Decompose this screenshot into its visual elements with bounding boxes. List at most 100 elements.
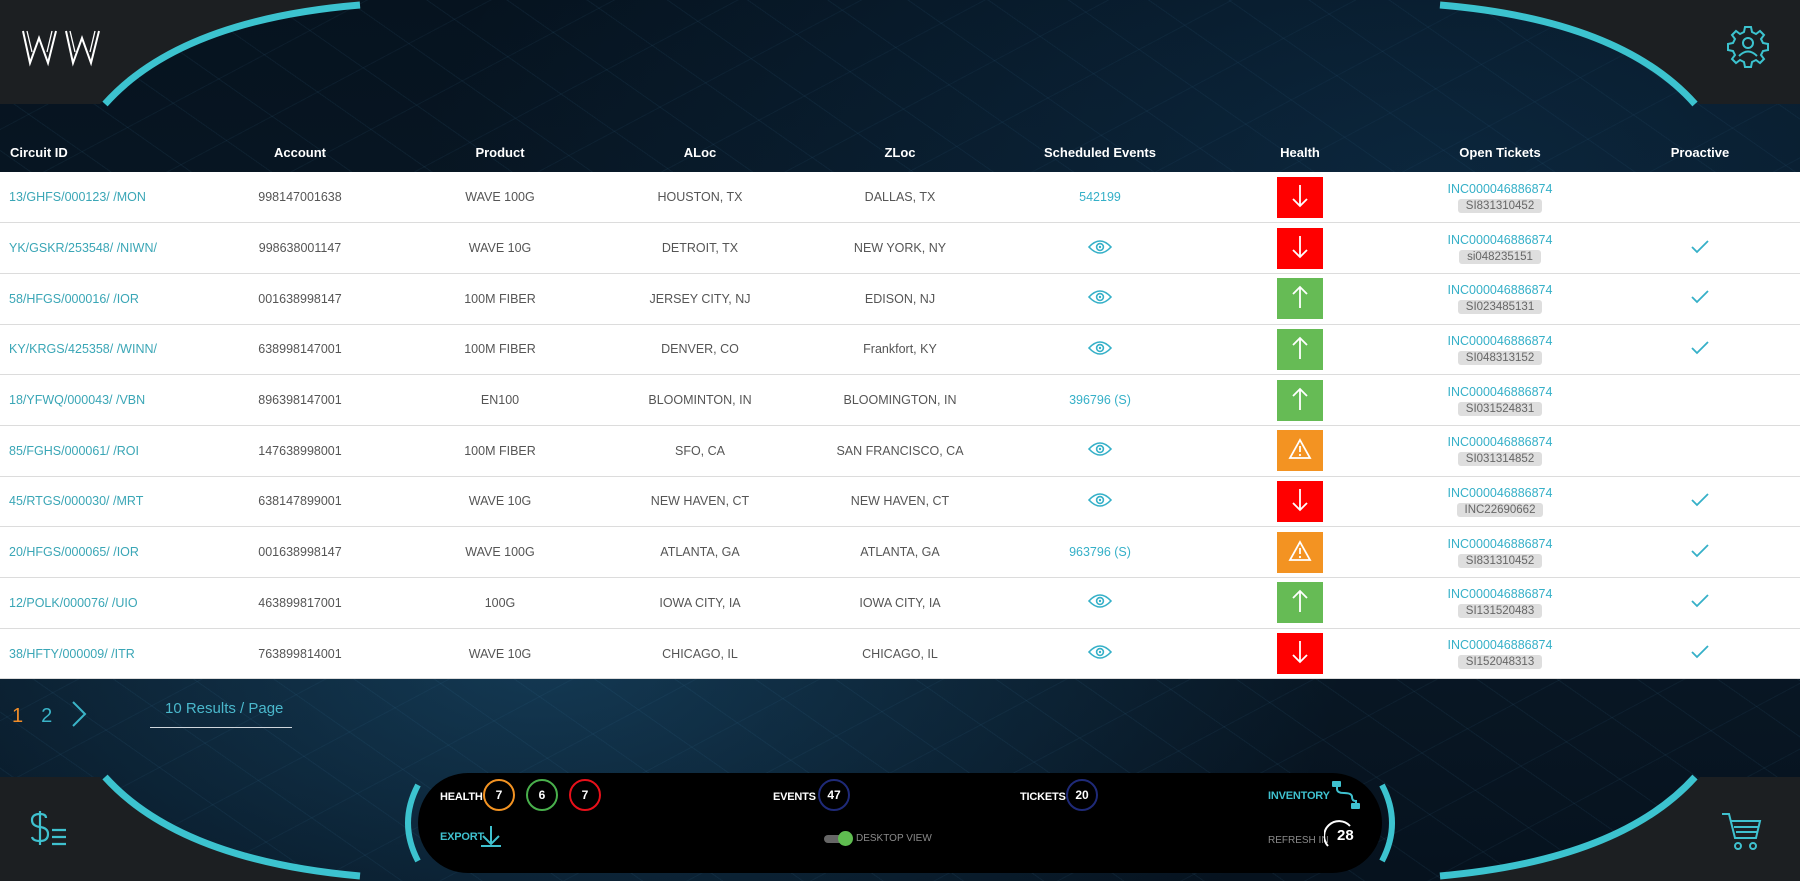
scheduled-event-link[interactable]: 542199 <box>1079 190 1121 205</box>
incident-ticket-link[interactable]: INC000046886874 <box>1447 435 1553 450</box>
inventory-link[interactable]: INVENTORY <box>1268 790 1330 802</box>
scheduled-event-link[interactable]: 396796 (S) <box>1069 393 1131 408</box>
circuit-id-link[interactable]: 85/FGHS/000061/ /ROI <box>0 425 200 477</box>
incident-ticket-link[interactable]: INC000046886874 <box>1447 181 1553 196</box>
chevron-right-icon[interactable] <box>70 700 88 733</box>
circuit-id-link[interactable]: 58/HFGS/000016/ /IOR <box>0 273 200 325</box>
export-button[interactable]: EXPORT <box>440 831 485 843</box>
scheduled-events-cell <box>1000 222 1200 274</box>
service-ticket-badge[interactable]: SI831310452 <box>1457 553 1543 568</box>
service-ticket-badge[interactable]: SI131520483 <box>1457 604 1543 619</box>
account-cell: 147638998001 <box>200 425 400 477</box>
service-ticket-badge[interactable]: SI152048313 <box>1457 655 1543 670</box>
aloc-cell: DETROIT, TX <box>600 222 800 274</box>
circuit-id-link[interactable]: 13/GHFS/000123/ /MON <box>0 172 200 224</box>
table-row[interactable]: 38/HFTY/000009/ /ITR 763899814001 WAVE 10G… <box>0 628 1800 680</box>
circuit-id-link[interactable]: 18/YFWQ/000043/ /VBN <box>0 374 200 426</box>
service-ticket-badge[interactable]: SI023485131 <box>1457 300 1543 315</box>
download-icon[interactable] <box>480 825 502 852</box>
gear-icon[interactable] <box>1726 24 1770 73</box>
table-row[interactable]: 18/YFWQ/000043/ /VBN 896398147001 EN100 BLO… <box>0 374 1800 426</box>
open-tickets-cell: INC000046886874 SI831310452 <box>1400 526 1600 578</box>
service-ticket-badge[interactable]: SI031314852 <box>1457 452 1543 467</box>
circuit-id-link[interactable]: 20/HFGS/000065/ /IOR <box>0 526 200 578</box>
scheduled-event-link[interactable]: 963796 (S) <box>1069 545 1131 560</box>
page-2[interactable]: 2 <box>41 705 53 727</box>
service-ticket-badge[interactable]: INC22690662 <box>1456 502 1544 517</box>
table-row[interactable]: 13/GHFS/000123/ /MON 998147001638 WAVE 100… <box>0 172 1800 224</box>
incident-ticket-link[interactable]: INC000046886874 <box>1447 283 1553 298</box>
eye-icon[interactable] <box>1087 441 1113 460</box>
account-cell: 763899814001 <box>200 628 400 680</box>
events-count[interactable]: 47 <box>818 779 850 811</box>
column-header[interactable]: Proactive <box>1670 144 1730 160</box>
route-icon[interactable] <box>1330 779 1362 816</box>
incident-ticket-link[interactable]: INC000046886874 <box>1447 587 1553 602</box>
column-header[interactable]: Account <box>274 144 326 160</box>
circuit-id-link[interactable]: 45/RTGS/000030/ /MRT <box>0 476 200 528</box>
column-header[interactable]: Product <box>475 144 525 160</box>
health-status-warn[interactable] <box>1277 531 1323 573</box>
desktop-view-toggle[interactable] <box>824 831 853 846</box>
health-status-up[interactable] <box>1277 379 1323 421</box>
proactive-cell <box>1600 374 1800 426</box>
page-1[interactable]: 1 <box>12 705 24 727</box>
health-status-up[interactable] <box>1277 582 1323 624</box>
product-cell: EN100 <box>400 374 600 426</box>
table-row[interactable]: 85/FGHS/000061/ /ROI 147638998001 100M FIB… <box>0 425 1800 477</box>
column-header[interactable]: Circuit ID <box>10 144 68 160</box>
dollar-list-icon[interactable] <box>26 810 68 857</box>
health-status-down[interactable] <box>1277 633 1323 675</box>
circuit-id-link[interactable]: 12/POLK/000076/ /UIO <box>0 577 200 629</box>
open-tickets-cell: INC000046886874 SI831310452 <box>1400 172 1600 224</box>
circuit-id-link[interactable]: 38/HFTY/000009/ /ITR <box>0 628 200 680</box>
circuit-id-link[interactable]: YK/GSKR/253548/ /NIWN/ <box>0 222 200 274</box>
tickets-count[interactable]: 20 <box>1066 779 1098 811</box>
eye-icon[interactable] <box>1087 593 1113 612</box>
health-status-up[interactable] <box>1277 278 1323 320</box>
arrow-up-icon <box>1291 387 1309 414</box>
check-icon <box>1691 493 1709 510</box>
health-status-warn[interactable] <box>1277 430 1323 472</box>
circuit-id-link[interactable]: KY/KRGS/425358/ /WINN/ <box>0 324 200 376</box>
eye-icon[interactable] <box>1087 340 1113 359</box>
eye-icon[interactable] <box>1087 492 1113 511</box>
incident-ticket-link[interactable]: INC000046886874 <box>1447 384 1553 399</box>
eye-icon[interactable] <box>1087 644 1113 663</box>
health-cell <box>1200 172 1400 224</box>
cart-icon[interactable] <box>1720 810 1762 857</box>
health-status-down[interactable] <box>1277 227 1323 269</box>
proactive-cell <box>1600 273 1800 325</box>
incident-ticket-link[interactable]: INC000046886874 <box>1447 536 1553 551</box>
incident-ticket-link[interactable]: INC000046886874 <box>1447 485 1553 500</box>
service-ticket-badge[interactable]: si048235151 <box>1459 249 1541 264</box>
table-row[interactable]: 12/POLK/000076/ /UIO 463899817001 100G IOWA… <box>0 577 1800 629</box>
service-ticket-badge[interactable]: SI031524831 <box>1457 401 1543 416</box>
ww-logo[interactable] <box>20 28 104 73</box>
column-header[interactable]: Health <box>1280 144 1320 160</box>
table-row[interactable]: 58/HFGS/000016/ /IOR 001638998147 100M FIB… <box>0 273 1800 325</box>
health-status-down[interactable] <box>1277 480 1323 522</box>
health-status-down[interactable] <box>1277 176 1323 218</box>
table-row[interactable]: 20/HFGS/000065/ /IOR 001638998147 WAVE 100… <box>0 526 1800 578</box>
column-header[interactable]: ZLoc <box>884 144 916 160</box>
health-warning-count[interactable]: 7 <box>483 779 515 811</box>
column-header[interactable]: Open Tickets <box>1459 144 1541 160</box>
zloc-cell: IOWA CITY, IA <box>800 577 1000 629</box>
results-per-page-select[interactable]: 10 Results / Page <box>150 700 292 728</box>
eye-icon[interactable] <box>1087 239 1113 258</box>
eye-icon[interactable] <box>1087 289 1113 308</box>
service-ticket-badge[interactable]: SI048313152 <box>1457 350 1543 365</box>
table-row[interactable]: KY/KRGS/425358/ /WINN/638998147001 100M F… <box>0 324 1800 376</box>
incident-ticket-link[interactable]: INC000046886874 <box>1447 638 1553 653</box>
incident-ticket-link[interactable]: INC000046886874 <box>1447 333 1553 348</box>
table-row[interactable]: YK/GSKR/253548/ /NIWN/998638001147 WAVE 1… <box>0 222 1800 274</box>
column-header[interactable]: ALoc <box>683 144 717 160</box>
health-critical-count[interactable]: 7 <box>569 779 601 811</box>
health-status-up[interactable] <box>1277 328 1323 370</box>
column-header[interactable]: Scheduled Events <box>1044 144 1156 160</box>
health-good-count[interactable]: 6 <box>526 779 558 811</box>
incident-ticket-link[interactable]: INC000046886874 <box>1447 232 1553 247</box>
service-ticket-badge[interactable]: SI831310452 <box>1457 198 1543 213</box>
table-row[interactable]: 45/RTGS/000030/ /MRT 638147899001 WAVE 10G… <box>0 476 1800 528</box>
